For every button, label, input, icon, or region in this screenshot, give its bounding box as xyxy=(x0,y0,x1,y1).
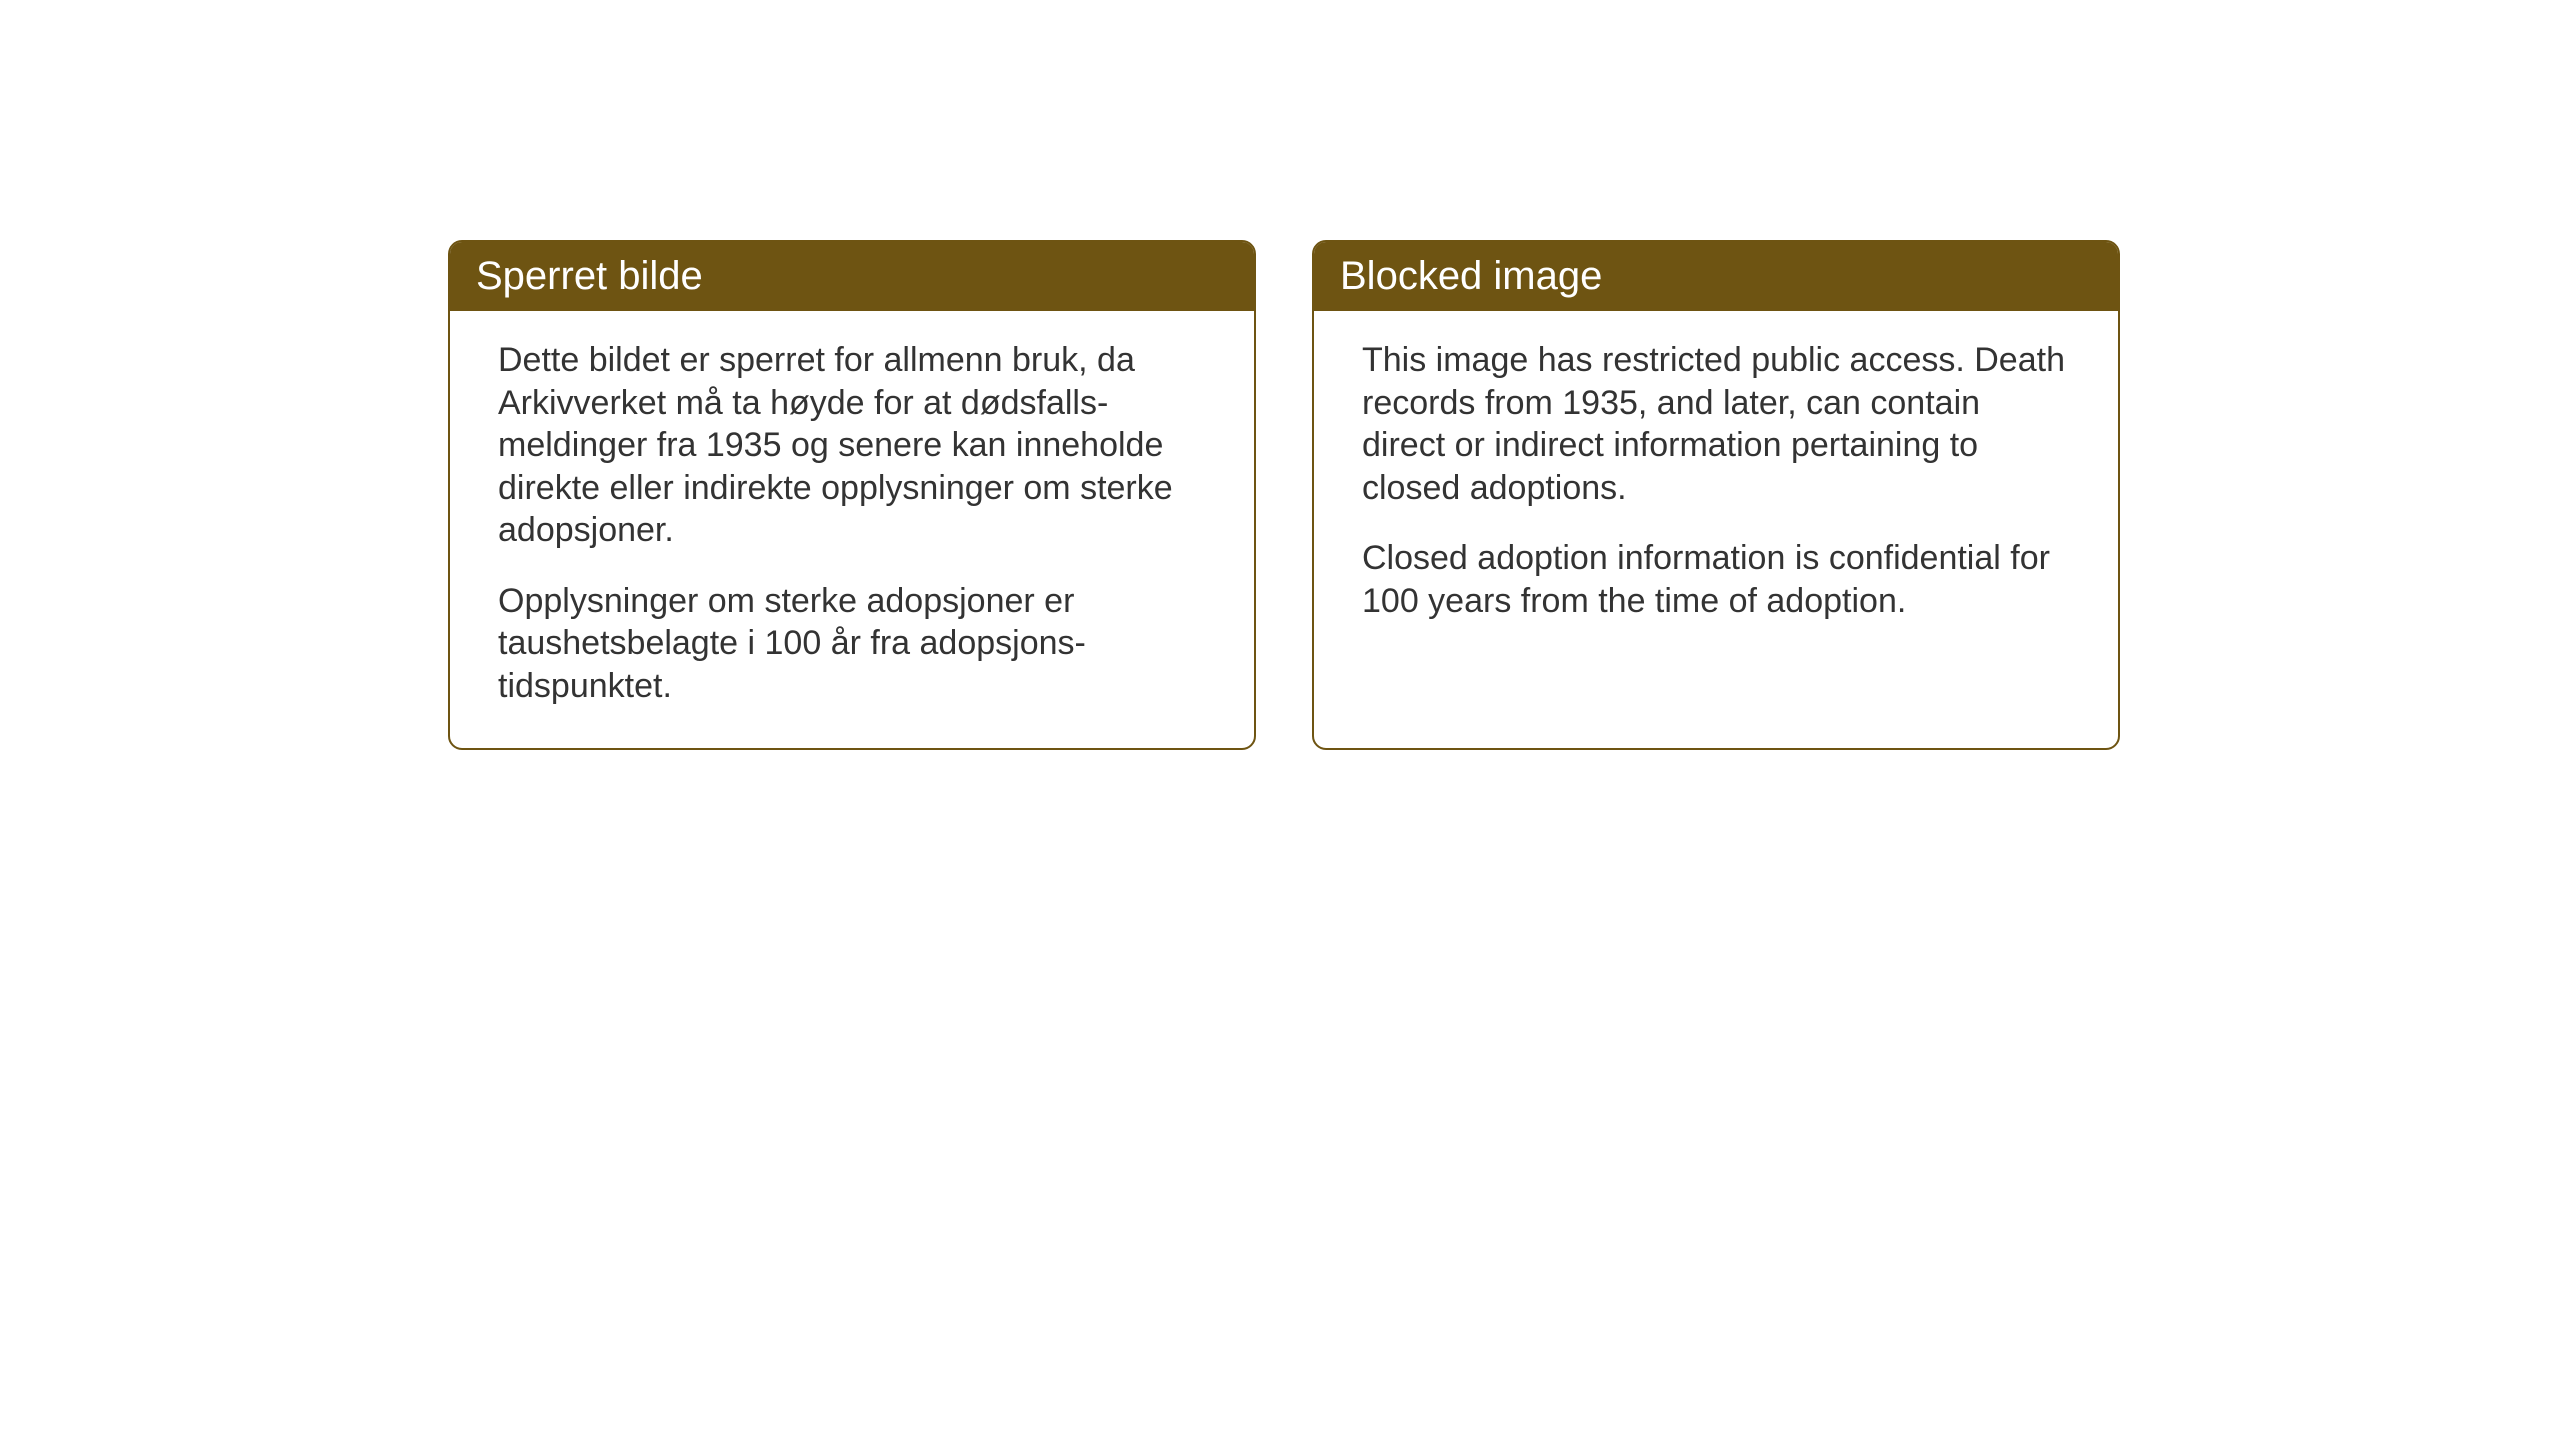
card-english-paragraph1: This image has restricted public access.… xyxy=(1362,339,2070,509)
card-norwegian-paragraph1: Dette bildet er sperret for allmenn bruk… xyxy=(498,339,1206,552)
card-norwegian-body: Dette bildet er sperret for allmenn bruk… xyxy=(450,311,1254,743)
card-norwegian-header: Sperret bilde xyxy=(450,242,1254,311)
card-english: Blocked image This image has restricted … xyxy=(1312,240,2120,750)
card-english-paragraph2: Closed adoption information is confident… xyxy=(1362,537,2070,622)
card-english-title: Blocked image xyxy=(1340,254,1602,298)
card-norwegian-paragraph2: Opplysninger om sterke adopsjoner er tau… xyxy=(498,580,1206,708)
card-english-header: Blocked image xyxy=(1314,242,2118,311)
card-english-body: This image has restricted public access.… xyxy=(1314,311,2118,658)
card-norwegian-title: Sperret bilde xyxy=(476,254,703,298)
card-norwegian: Sperret bilde Dette bildet er sperret fo… xyxy=(448,240,1256,750)
cards-container: Sperret bilde Dette bildet er sperret fo… xyxy=(448,240,2120,750)
